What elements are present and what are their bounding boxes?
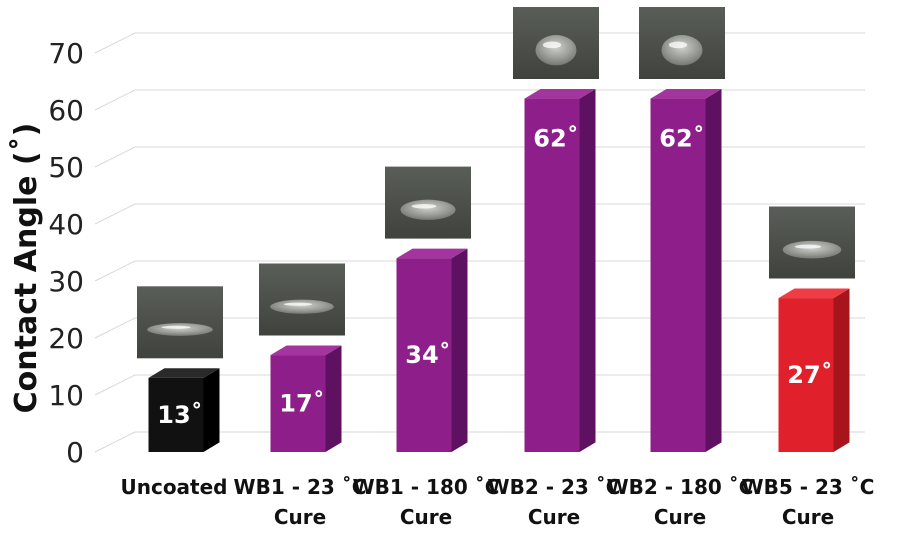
x-tick-label: Cure [654, 505, 706, 529]
droplet [400, 199, 456, 220]
droplet [147, 323, 213, 336]
bar [148, 377, 204, 452]
y-tick-label: 20 [48, 322, 84, 355]
gridline [94, 32, 136, 54]
x-tick-label: Cure [400, 505, 452, 529]
bar [778, 298, 834, 452]
data-label: 34˚ [405, 341, 450, 369]
bar-side [203, 368, 220, 452]
gridline [94, 260, 136, 282]
gridline [94, 89, 136, 111]
droplet-photo [385, 166, 471, 239]
bar-group: 27˚ [769, 206, 855, 452]
y-axis-label: Contact Angle (˚) [8, 123, 44, 414]
bar-top [524, 89, 596, 99]
bar-top [650, 89, 722, 99]
bar-top [270, 345, 342, 356]
x-tick-label: Cure [274, 505, 326, 529]
y-tick-label: 30 [48, 265, 84, 298]
x-tick-label: Uncoated [120, 475, 227, 499]
bar-top [148, 368, 220, 378]
y-tick-label: 0 [66, 436, 84, 469]
bar-top [396, 248, 468, 259]
droplet [661, 35, 703, 66]
gridlines [94, 32, 865, 453]
droplet-highlight [411, 204, 437, 209]
bar [270, 355, 326, 452]
gridline [94, 431, 136, 453]
bars: 13˚ 17˚ 34˚ 62˚ 62˚ 27˚ [137, 7, 855, 452]
droplet-photo [639, 7, 725, 79]
data-label: 62˚ [533, 125, 578, 153]
y-axis-ticks: 0 10 20 30 40 50 60 70 [48, 37, 84, 469]
x-tick-label: WB1 - 23 ˚C [234, 475, 367, 499]
bar-side [705, 89, 722, 452]
droplet [270, 299, 334, 314]
data-label: 17˚ [279, 390, 324, 418]
bar-group: 62˚ [639, 7, 725, 452]
y-tick-label: 50 [48, 151, 84, 184]
x-tick-label: WB2 - 180 ˚C [607, 475, 754, 499]
data-label: 62˚ [659, 125, 704, 153]
y-tick-label: 60 [48, 94, 84, 127]
droplet-highlight [668, 41, 688, 49]
bar [650, 98, 706, 452]
droplet-highlight [794, 244, 822, 249]
bar-side [579, 89, 596, 452]
gridline [94, 203, 136, 225]
y-tick-label: 10 [48, 379, 84, 412]
bar-side [325, 345, 342, 452]
droplet-photo [259, 263, 345, 336]
x-axis-labels: Uncoated WB1 - 23 ˚C Cure WB1 - 180 ˚C Cure W… [120, 475, 874, 529]
bar-group: 13˚ [137, 286, 223, 452]
droplet-highlight [542, 41, 562, 49]
y-tick-label: 40 [48, 208, 84, 241]
bar-group: 34˚ [385, 166, 471, 452]
droplet [782, 240, 842, 259]
x-tick-label: WB1 - 180 ˚C [353, 475, 500, 499]
x-tick-label: WB2 - 23 ˚C [488, 475, 621, 499]
bar [396, 258, 452, 452]
y-tick-label: 70 [48, 37, 84, 70]
x-tick-label: WB5 - 23 ˚C [742, 475, 875, 499]
bar-side [451, 248, 468, 452]
droplet-photo [769, 206, 855, 279]
gridline [94, 317, 136, 339]
droplet-highlight [283, 302, 313, 306]
x-tick-label: Cure [782, 505, 834, 529]
droplet-highlight [161, 325, 191, 329]
bar-group: 17˚ [259, 263, 345, 452]
gridline [94, 374, 136, 396]
bar-top [778, 288, 850, 299]
droplet [535, 35, 577, 66]
bar-group: 62˚ [513, 7, 599, 452]
x-tick-label: Cure [528, 505, 580, 529]
data-label: 13˚ [157, 401, 202, 429]
droplet-photo [137, 286, 223, 359]
bar [524, 98, 580, 452]
bar-side [833, 288, 850, 452]
gridline [94, 146, 136, 168]
data-label: 27˚ [787, 361, 832, 389]
droplet-photo [513, 7, 599, 79]
